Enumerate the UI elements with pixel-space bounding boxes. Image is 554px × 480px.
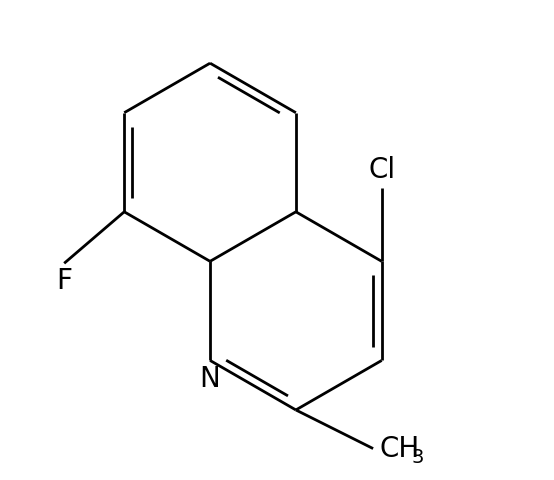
Text: F: F: [56, 267, 72, 295]
Text: N: N: [199, 365, 220, 393]
Text: CH: CH: [379, 434, 419, 463]
Text: 3: 3: [412, 448, 424, 467]
Text: Cl: Cl: [368, 156, 395, 183]
